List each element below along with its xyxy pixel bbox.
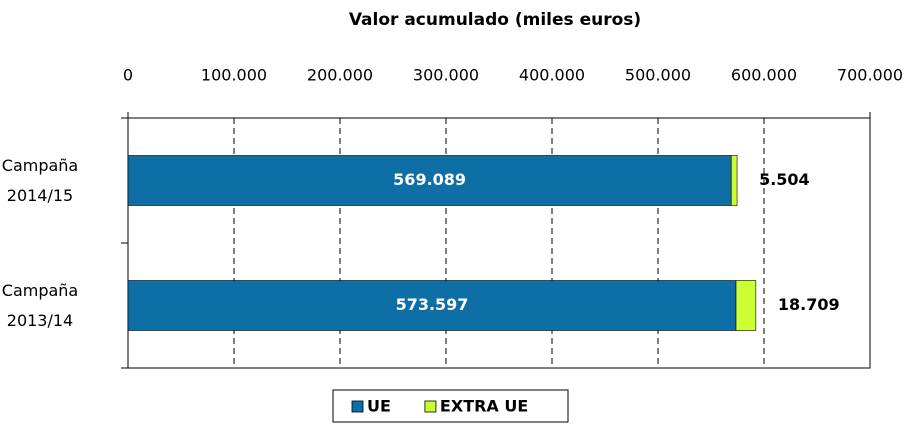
value-label: 573.597 bbox=[396, 295, 469, 314]
x-tick-label: 100.000 bbox=[201, 66, 267, 85]
legend-label: EXTRA UE bbox=[440, 397, 528, 416]
x-tick-label: 700.000 bbox=[837, 66, 903, 85]
category-label: Campaña 2014/15 bbox=[1, 155, 79, 205]
chart-title: Valor acumulado (miles euros) bbox=[349, 10, 641, 30]
legend-swatch bbox=[424, 400, 437, 413]
x-tick-label: 300.000 bbox=[413, 66, 479, 85]
x-tick-label: 200.000 bbox=[307, 66, 373, 85]
bar bbox=[127, 155, 732, 206]
x-tick-label: 600.000 bbox=[731, 66, 797, 85]
bar bbox=[735, 280, 757, 331]
x-tick-label: 400.000 bbox=[519, 66, 585, 85]
bar bbox=[730, 155, 738, 206]
category-label: Campaña 2013/14 bbox=[1, 280, 79, 330]
x-tick-label: 0 bbox=[123, 66, 133, 85]
legend-swatch bbox=[351, 400, 364, 413]
x-tick-label: 500.000 bbox=[625, 66, 691, 85]
value-label: 18.709 bbox=[778, 295, 840, 314]
value-label: 569.089 bbox=[393, 170, 466, 189]
legend bbox=[332, 389, 569, 423]
bar bbox=[127, 280, 737, 331]
value-label: 5.504 bbox=[759, 170, 810, 189]
legend-label: UE bbox=[367, 397, 391, 416]
